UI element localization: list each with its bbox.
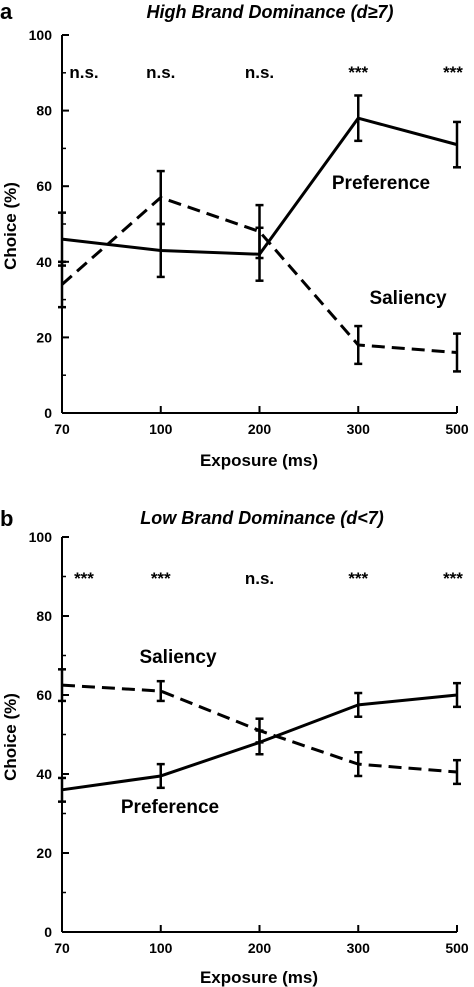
- x-tick-label: 500: [445, 421, 469, 437]
- y-axis-label: Choice (%): [1, 182, 20, 270]
- panel-b: b Low Brand Dominance (d<7) Choice (%) E…: [0, 506, 469, 987]
- y-tick-label: 0: [44, 924, 52, 940]
- series-line-saliency: [61, 683, 458, 774]
- panel-letter: a: [0, 0, 13, 24]
- series-label-preference: Preference: [332, 173, 430, 194]
- y-tick-label: 100: [29, 27, 53, 43]
- plot-area: [58, 537, 461, 933]
- y-tick-label: 60: [36, 178, 52, 194]
- significance-label: ***: [348, 569, 368, 588]
- x-tick-label: 70: [54, 940, 70, 956]
- series-label-saliency: Saliency: [369, 288, 447, 309]
- significance-markers: *** *** n.s. *** ***: [74, 569, 463, 588]
- x-tick-label: 300: [347, 940, 371, 956]
- panel-letter: b: [0, 506, 13, 531]
- x-tick-label: 200: [248, 940, 272, 956]
- significance-markers: n.s. n.s. n.s. *** ***: [69, 63, 463, 82]
- x-tick-label: 100: [149, 940, 173, 956]
- significance-label: ***: [74, 569, 94, 588]
- series-line-saliency: [61, 196, 458, 355]
- significance-label: n.s.: [245, 63, 274, 82]
- x-tick-label: 300: [347, 421, 371, 437]
- y-tick-label: 100: [29, 529, 53, 545]
- significance-label: n.s.: [69, 63, 98, 82]
- x-axis-label: Exposure (ms): [200, 968, 318, 987]
- y-axis-label: Choice (%): [1, 693, 20, 781]
- x-tick-label: 70: [54, 421, 70, 437]
- y-tick-label: 60: [36, 687, 52, 703]
- y-tick-label: 40: [36, 766, 52, 782]
- chart-title: High Brand Dominance (d≥7): [147, 2, 394, 22]
- y-tick-label: 20: [36, 329, 52, 345]
- significance-label: ***: [348, 63, 368, 82]
- x-tick-label: 100: [149, 421, 173, 437]
- x-tick-label: 500: [445, 940, 469, 956]
- y-tick-label: 20: [36, 845, 52, 861]
- significance-label: ***: [443, 569, 463, 588]
- plot-area: [58, 35, 461, 414]
- significance-label: ***: [151, 569, 171, 588]
- series-label-preference: Preference: [121, 797, 219, 818]
- x-axis-label: Exposure (ms): [200, 451, 318, 470]
- series-label-saliency: Saliency: [139, 647, 217, 668]
- y-tick-label: 40: [36, 254, 52, 270]
- significance-label: ***: [443, 63, 463, 82]
- ticks: 0 20 40 60 80 100 70 100 200 300 500: [29, 27, 469, 437]
- y-tick-label: 0: [44, 405, 52, 421]
- ticks: 0 20 40 60 80 100 70 100 200 300 500: [29, 529, 469, 956]
- y-tick-label: 80: [36, 608, 52, 624]
- panel-a: a High Brand Dominance (d≥7) Choice (%) …: [0, 0, 469, 470]
- x-tick-label: 200: [248, 421, 272, 437]
- y-tick-label: 80: [36, 103, 52, 119]
- significance-label: n.s.: [245, 569, 274, 588]
- significance-label: n.s.: [146, 63, 175, 82]
- chart-title: Low Brand Dominance (d<7): [140, 508, 384, 528]
